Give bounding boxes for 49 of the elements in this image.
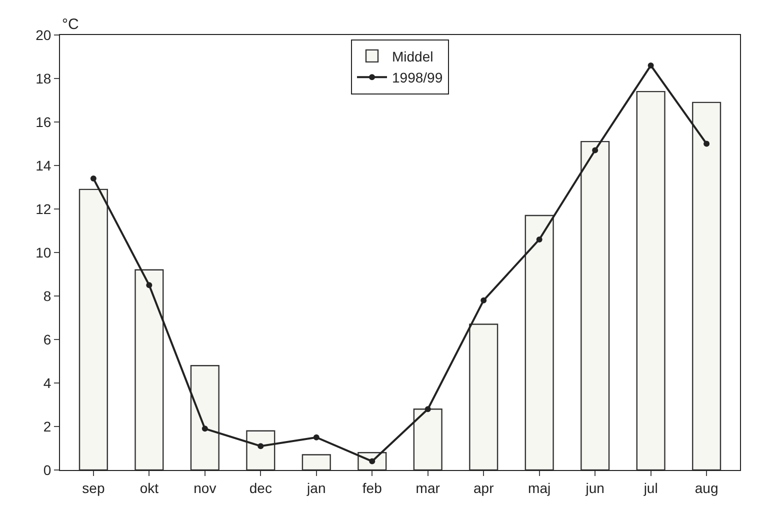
bar: [302, 454, 331, 470]
x-tick-label: aug: [694, 480, 718, 496]
x-tick-label: sep: [82, 480, 105, 496]
x-tick-label: jul: [642, 480, 658, 496]
point: [146, 282, 152, 288]
point: [258, 443, 264, 450]
y-tick-label: 18: [36, 70, 52, 86]
bar: [580, 140, 610, 470]
point: [424, 406, 431, 412]
point: [313, 434, 320, 440]
legend-label: Middel: [392, 48, 434, 64]
bar: [78, 188, 108, 470]
bar: [692, 102, 722, 470]
bar: [524, 214, 554, 470]
x-tick-label: maj: [528, 480, 551, 496]
x-tick-label: jun: [584, 480, 604, 496]
point: [592, 147, 598, 154]
x-tick-label: dec: [249, 480, 272, 496]
y-tick-label: 20: [36, 26, 52, 43]
y-tick-label: 14: [36, 157, 52, 174]
x-tick-label: feb: [362, 480, 382, 496]
y-tick-label: 16: [36, 114, 52, 130]
bar: [413, 408, 442, 470]
point: [90, 176, 96, 182]
y-tick-label: 2: [43, 418, 52, 434]
bar: [636, 90, 666, 470]
y-tick-label: 6: [43, 331, 52, 348]
point: [704, 140, 710, 147]
x-tick-label: apr: [473, 480, 494, 496]
bar: [134, 269, 164, 470]
point: [369, 458, 376, 464]
x-tick-label: nov: [194, 480, 216, 496]
x-tick-label: mar: [416, 480, 440, 496]
point: [536, 236, 542, 242]
legend-label: 1998/99: [392, 70, 443, 86]
point: [480, 297, 487, 304]
y-tick-label: 10: [36, 244, 52, 260]
bar: [190, 365, 220, 470]
y-tick-label: 12: [36, 200, 52, 217]
y-tick-label: 0: [43, 462, 52, 478]
x-tick-label: jan: [306, 480, 326, 496]
point: [202, 426, 208, 432]
point: [648, 62, 654, 68]
y-tick-label: 8: [43, 288, 52, 304]
x-tick-label: okt: [140, 480, 159, 496]
bar: [246, 430, 276, 470]
bar: [469, 324, 498, 470]
y-tick-label: 4: [43, 374, 52, 391]
y-axis-title: °C: [62, 16, 79, 33]
